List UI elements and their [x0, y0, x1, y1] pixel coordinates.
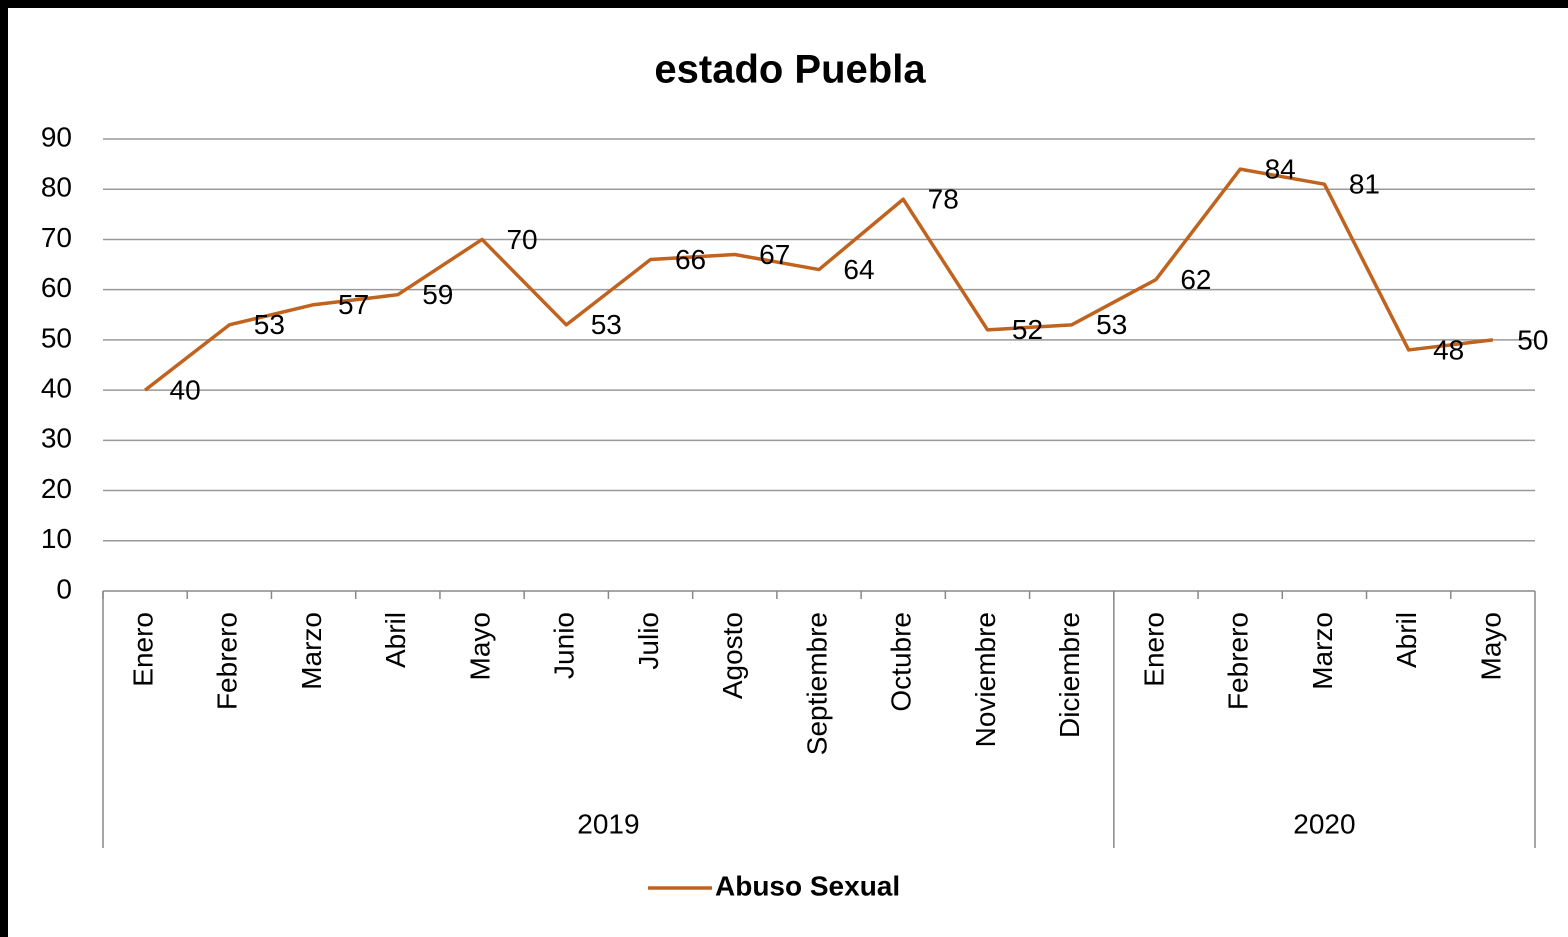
y-tick-label: 90	[41, 121, 72, 152]
y-tick-label: 40	[41, 373, 72, 404]
data-label: 84	[1265, 154, 1296, 185]
data-label: 67	[759, 239, 790, 270]
y-tick-label: 0	[56, 573, 72, 604]
data-label: 48	[1433, 334, 1464, 365]
y-tick-label: 30	[41, 423, 72, 454]
x-tick-label: Mayo	[1475, 612, 1506, 680]
chart-title: estado Puebla	[654, 48, 926, 92]
x-tick-label: Marzo	[296, 612, 327, 690]
x-tick-label: Enero	[128, 612, 159, 687]
x-tick-label: Abril	[1391, 612, 1422, 668]
data-label: 64	[843, 254, 874, 285]
y-tick-label: 20	[41, 473, 72, 504]
data-label: 52	[1012, 314, 1043, 345]
x-tick-label: Junio	[549, 612, 580, 679]
data-label: 53	[254, 309, 285, 340]
x-tick-label: Febrero	[212, 612, 243, 710]
x-tick-label: Mayo	[464, 612, 495, 680]
data-label: 59	[422, 279, 453, 310]
x-tick-label: Julio	[633, 612, 664, 670]
data-label: 57	[338, 289, 369, 320]
y-tick-label: 70	[41, 222, 72, 253]
y-tick-label: 10	[41, 523, 72, 554]
x-tick-label: Noviembre	[970, 612, 1001, 747]
x-tick-label: Agosto	[717, 612, 748, 699]
x-tick-label: Octubre	[886, 612, 917, 712]
data-label: 50	[1517, 324, 1548, 355]
data-label: 53	[1096, 309, 1127, 340]
data-label: 40	[170, 375, 201, 406]
x-tick-label: Septiembre	[801, 612, 832, 755]
x-tick-label: Febrero	[1223, 612, 1254, 710]
data-label: 78	[928, 184, 959, 215]
group-label: 2019	[577, 808, 639, 839]
x-tick-label: Marzo	[1307, 612, 1338, 690]
data-label: 70	[506, 224, 537, 255]
y-tick-label: 80	[41, 172, 72, 203]
data-label: 62	[1180, 264, 1211, 295]
y-tick-label: 60	[41, 272, 72, 303]
y-tick-label: 50	[41, 322, 72, 353]
x-tick-label: Enero	[1138, 612, 1169, 687]
group-label: 2020	[1293, 808, 1355, 839]
line-series	[144, 167, 1494, 392]
x-tick-label: Diciembre	[1054, 612, 1085, 738]
x-tick-label: Abril	[380, 612, 411, 668]
legend-label: Abuso Sexual	[715, 870, 900, 901]
data-label: 53	[591, 309, 622, 340]
data-label: 66	[675, 244, 706, 275]
data-label: 81	[1349, 169, 1380, 200]
